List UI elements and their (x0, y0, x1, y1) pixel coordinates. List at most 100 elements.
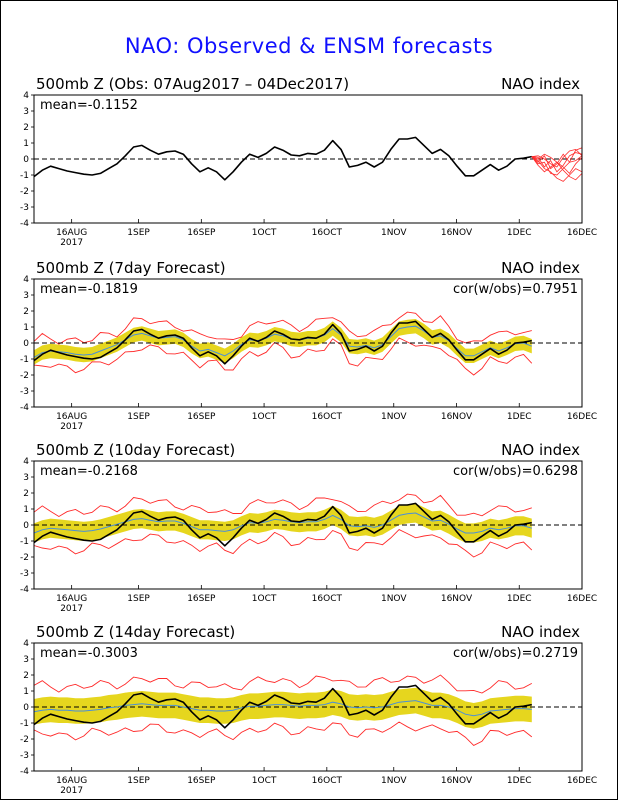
corr-label: cor(w/obs)=0.7951 (453, 282, 578, 297)
observed-line (33, 684, 532, 729)
y-tick-label: -2 (20, 371, 29, 381)
y-tick-label: -4 (20, 219, 29, 229)
panel-3: 500mb Z (10day Forecast) NAO index mean=-0… (20, 441, 597, 614)
y-tick-label: -1 (20, 355, 29, 365)
x-tick-label: 1SEP (127, 228, 150, 238)
mean-label: mean=-0.3003 (40, 646, 138, 661)
y-tick-label: 0 (23, 703, 29, 713)
mean-label: mean=-0.1819 (40, 282, 138, 297)
observed-line (33, 320, 532, 365)
x-tick-label: 16OCT (312, 228, 343, 238)
y-tick-label: 4 (23, 457, 29, 467)
x-tick-label: 16AUG (56, 228, 87, 238)
y-tick-label: -2 (20, 735, 29, 745)
y-tick-label: 1 (23, 323, 29, 333)
mean-label: mean=-0.1152 (40, 98, 138, 113)
panel-2: 500mb Z (7day Forecast) NAO index mean=-0.… (20, 259, 597, 432)
x-tick-label: 1SEP (127, 412, 150, 422)
y-tick-label: 3 (23, 107, 29, 117)
y-tick-label: -3 (20, 203, 29, 213)
y-tick-label: 0 (23, 521, 29, 531)
panel-right-label: NAO index (501, 441, 580, 459)
figure-title: NAO: Observed & ENSM forecasts (124, 34, 494, 58)
panel-title: 500mb Z (Obs: 07Aug2017 – 04Dec2017) (36, 75, 349, 93)
y-tick-label: 2 (23, 489, 29, 499)
corr-label: cor(w/obs)=0.2719 (453, 646, 578, 661)
envelope-upper (33, 493, 532, 518)
y-tick-label: 2 (23, 307, 29, 317)
y-tick-label: 3 (23, 655, 29, 665)
envelope-lower (33, 337, 533, 376)
x-tick-label: 16SEP (187, 594, 216, 604)
x-tick-label: 16NOV (441, 228, 473, 238)
year-label: 2017 (60, 604, 83, 614)
y-tick-label: -1 (20, 537, 29, 547)
y-tick-label: -3 (20, 387, 29, 397)
panel-right-label: NAO index (501, 623, 580, 641)
envelope-upper (33, 311, 532, 345)
observed-line (33, 502, 532, 547)
panel-title: 500mb Z (10day Forecast) (36, 441, 235, 459)
spread-band (34, 687, 532, 729)
y-tick-label: 4 (23, 639, 29, 649)
x-tick-label: 1NOV (381, 776, 407, 786)
x-tick-label: 16DEC (567, 228, 597, 238)
x-tick-label: 16SEP (187, 776, 216, 786)
spread-band (34, 503, 532, 543)
year-label: 2017 (60, 786, 83, 796)
y-tick-label: -3 (20, 751, 29, 761)
x-tick-label: 1SEP (127, 776, 150, 786)
y-tick-label: 0 (23, 339, 29, 349)
y-tick-label: -4 (20, 585, 29, 595)
x-tick-label: 16DEC (567, 594, 597, 604)
ensemble-mean-line (33, 700, 532, 717)
x-tick-label: 16OCT (312, 594, 343, 604)
y-tick-label: 0 (23, 155, 29, 165)
y-tick-label: 4 (23, 275, 29, 285)
x-tick-label: 1DEC (507, 412, 532, 422)
y-tick-label: -4 (20, 403, 29, 413)
x-tick-label: 16OCT (312, 776, 343, 786)
x-tick-label: 16SEP (187, 412, 216, 422)
x-tick-label: 16NOV (441, 412, 473, 422)
panel-4: 500mb Z (14day Forecast) NAO index mean=-0… (20, 623, 597, 796)
year-label: 2017 (60, 422, 83, 432)
x-tick-label: 16NOV (441, 594, 473, 604)
x-tick-label: 16DEC (567, 412, 597, 422)
ensemble-mean-line (33, 512, 532, 534)
forecast-member-line (531, 156, 583, 181)
x-tick-label: 1SEP (127, 594, 150, 604)
observed-line (33, 136, 532, 181)
y-tick-label: -2 (20, 187, 29, 197)
x-tick-label: 1OCT (252, 412, 277, 422)
y-tick-label: 1 (23, 687, 29, 697)
x-tick-label: 16SEP (187, 228, 216, 238)
y-tick-label: 1 (23, 139, 29, 149)
x-tick-label: 16AUG (56, 412, 87, 422)
y-tick-label: 2 (23, 123, 29, 133)
envelope-upper (33, 674, 533, 694)
spread-band (34, 319, 532, 365)
x-tick-label: 1OCT (252, 228, 277, 238)
y-tick-label: -4 (20, 767, 29, 777)
y-tick-label: 3 (23, 473, 29, 483)
year-label: 2017 (60, 238, 83, 248)
x-tick-label: 16AUG (56, 594, 87, 604)
envelope-lower (33, 529, 533, 558)
x-tick-label: 1DEC (507, 228, 532, 238)
y-tick-label: 3 (23, 291, 29, 301)
y-tick-label: 1 (23, 505, 29, 515)
y-tick-label: -1 (20, 171, 29, 181)
x-tick-label: 1OCT (252, 594, 277, 604)
x-tick-label: 16DEC (567, 776, 597, 786)
x-tick-label: 16NOV (441, 776, 473, 786)
y-tick-label: 4 (23, 91, 29, 101)
panel-right-label: NAO index (501, 259, 580, 277)
y-tick-label: -2 (20, 553, 29, 563)
panel-title: 500mb Z (7day Forecast) (36, 259, 226, 277)
x-tick-label: 1DEC (507, 776, 532, 786)
forecast-member-line (531, 152, 583, 173)
corr-label: cor(w/obs)=0.6298 (453, 464, 578, 479)
